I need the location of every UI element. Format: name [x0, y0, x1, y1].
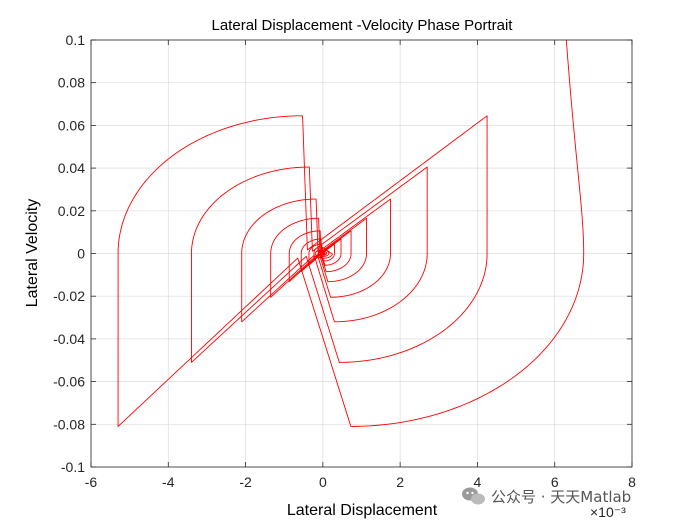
- x-tick-label: 0: [319, 474, 327, 490]
- wechat-icon: [462, 487, 485, 505]
- y-tick-label: 0.08: [58, 75, 85, 91]
- x-tick-label: -2: [239, 474, 252, 490]
- x-tick-label: 4: [474, 474, 482, 490]
- y-tick-label: 0: [77, 246, 85, 262]
- x-tick-label: -6: [85, 474, 98, 490]
- y-tick-label: 0.1: [66, 32, 86, 48]
- x-tick-label: 8: [628, 474, 636, 490]
- x-axis-ticks: -6 -4 -2 0 2 4 6 8: [85, 40, 636, 490]
- y-tick-label: 0.04: [58, 160, 85, 176]
- y-tick-label: 0.02: [58, 203, 85, 219]
- y-axis-label: Lateral Velocity: [24, 199, 41, 308]
- x-axis-label: Lateral Displacement: [287, 502, 438, 519]
- y-axis-ticks: -0.1 -0.08 -0.06 -0.04 -0.02 0 0.02 0.04 0.06 0.0…: [53, 32, 632, 475]
- watermark: 公众号 · 天天Matlab: [462, 487, 631, 506]
- y-tick-label: -0.06: [53, 374, 85, 390]
- x-axis-exponent: ×10⁻³: [590, 504, 626, 520]
- x-tick-label: -4: [162, 474, 175, 490]
- watermark-text: 公众号 · 天天Matlab: [491, 488, 631, 506]
- y-tick-label: -0.04: [53, 331, 85, 347]
- y-tick-label: -0.1: [61, 459, 85, 475]
- y-tick-label: -0.08: [53, 416, 85, 432]
- chart-title: Lateral Displacement -Velocity Phase Por…: [212, 17, 514, 34]
- y-tick-label: 0.06: [58, 117, 85, 133]
- x-tick-label: 2: [396, 474, 404, 490]
- y-tick-label: -0.02: [53, 288, 85, 304]
- x-tick-label: 6: [551, 474, 559, 490]
- trajectory-group: [117, 40, 585, 427]
- trajectory-line: [117, 40, 585, 427]
